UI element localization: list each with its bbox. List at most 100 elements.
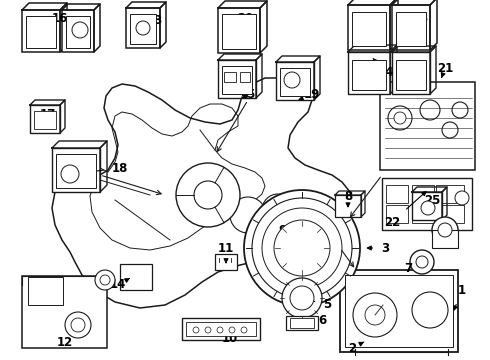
Text: 13: 13 — [144, 13, 163, 29]
Circle shape — [72, 22, 88, 38]
Bar — [218, 8, 260, 53]
Text: 16: 16 — [52, 12, 71, 27]
Bar — [352, 12, 386, 46]
Text: 8: 8 — [344, 189, 352, 207]
Bar — [186, 322, 256, 336]
Circle shape — [410, 250, 434, 274]
Bar — [276, 62, 314, 100]
Bar — [290, 318, 314, 328]
Circle shape — [282, 278, 322, 318]
Bar — [222, 66, 252, 94]
Bar — [412, 205, 434, 223]
Text: 18: 18 — [71, 162, 128, 176]
Circle shape — [284, 72, 300, 88]
Bar — [396, 60, 426, 90]
Bar — [62, 10, 94, 52]
Circle shape — [252, 198, 352, 298]
Circle shape — [217, 327, 223, 333]
Text: 11: 11 — [218, 242, 234, 263]
Bar — [345, 275, 453, 347]
Text: 20: 20 — [237, 12, 256, 27]
Bar — [52, 148, 100, 192]
Text: 23: 23 — [403, 12, 428, 24]
Circle shape — [61, 165, 79, 183]
Bar — [412, 192, 442, 220]
Bar — [56, 154, 96, 188]
Text: 6: 6 — [309, 314, 326, 327]
Circle shape — [421, 201, 435, 215]
Text: 3: 3 — [368, 242, 389, 255]
Circle shape — [455, 191, 469, 205]
Text: 19: 19 — [299, 89, 320, 102]
Bar — [436, 205, 464, 223]
Circle shape — [442, 122, 458, 138]
Bar — [126, 8, 160, 48]
Bar — [34, 111, 56, 129]
Bar — [215, 254, 237, 270]
Text: 15: 15 — [240, 89, 256, 102]
Text: 14: 14 — [110, 278, 129, 292]
Circle shape — [194, 181, 222, 209]
Bar — [436, 185, 464, 203]
Bar — [286, 316, 318, 330]
Circle shape — [262, 208, 342, 288]
Text: 1: 1 — [454, 284, 466, 310]
Circle shape — [136, 21, 150, 35]
Bar — [340, 270, 458, 352]
Bar — [30, 105, 60, 133]
Text: 2: 2 — [348, 342, 364, 355]
Bar — [182, 318, 260, 340]
Text: 5: 5 — [307, 298, 331, 311]
Circle shape — [193, 327, 199, 333]
Circle shape — [205, 327, 211, 333]
Circle shape — [420, 100, 440, 120]
Text: 10: 10 — [222, 331, 238, 345]
Circle shape — [388, 106, 412, 130]
Bar — [218, 60, 256, 98]
Text: 22: 22 — [384, 192, 426, 229]
Bar — [352, 60, 386, 90]
Circle shape — [290, 286, 314, 310]
Bar — [22, 10, 60, 52]
Bar — [348, 5, 390, 50]
Bar — [66, 16, 90, 48]
Bar — [392, 52, 430, 94]
Circle shape — [432, 217, 458, 243]
Text: 12: 12 — [57, 336, 73, 348]
Bar — [280, 68, 310, 96]
Circle shape — [353, 293, 397, 337]
Text: 25: 25 — [424, 194, 440, 207]
Bar — [22, 276, 107, 348]
Bar — [240, 72, 250, 82]
Bar — [348, 52, 390, 94]
Circle shape — [65, 312, 91, 338]
Circle shape — [262, 194, 294, 226]
Circle shape — [241, 327, 247, 333]
Circle shape — [244, 190, 360, 306]
Bar — [386, 185, 408, 203]
Circle shape — [95, 270, 115, 290]
Text: 9: 9 — [278, 224, 286, 241]
Text: 21: 21 — [437, 62, 453, 77]
Circle shape — [71, 318, 85, 332]
Text: 24: 24 — [373, 59, 393, 78]
Circle shape — [412, 292, 448, 328]
Circle shape — [176, 163, 240, 227]
Circle shape — [274, 220, 330, 276]
Bar — [396, 12, 426, 46]
Bar — [130, 14, 156, 44]
Bar — [380, 82, 475, 170]
Circle shape — [416, 256, 428, 268]
Circle shape — [100, 275, 110, 285]
Circle shape — [452, 102, 468, 118]
Circle shape — [394, 112, 406, 124]
Text: 4: 4 — [441, 221, 449, 234]
Bar — [28, 277, 63, 305]
Bar — [335, 195, 361, 217]
Circle shape — [230, 197, 266, 233]
Bar — [382, 178, 472, 230]
Bar — [392, 5, 430, 50]
Bar — [386, 205, 408, 223]
Bar — [120, 264, 152, 290]
Text: 17: 17 — [40, 108, 56, 122]
